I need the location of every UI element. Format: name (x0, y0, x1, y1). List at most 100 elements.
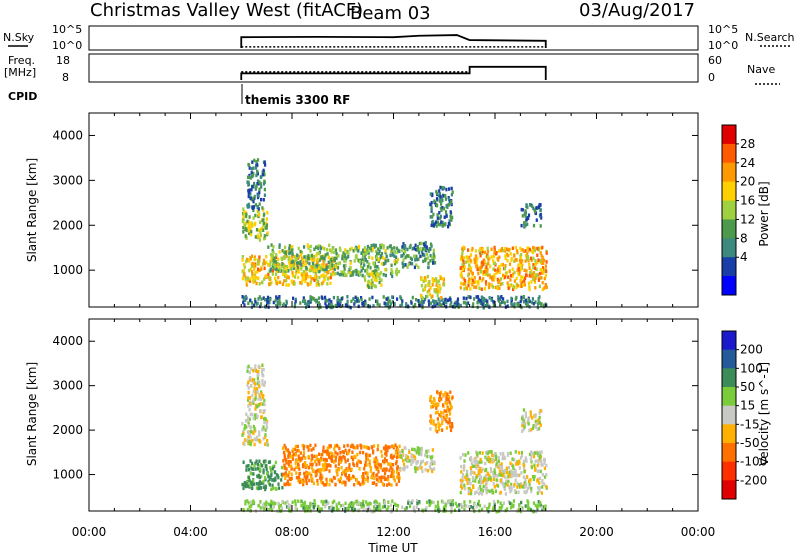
power-echo-cell (396, 260, 399, 264)
velocity-echo-cell (384, 445, 387, 449)
power-echo-cell (450, 186, 453, 191)
power-echo-cell (363, 252, 366, 257)
power-echo-cell (333, 258, 336, 262)
power-echo-cell (374, 243, 377, 248)
velocity-plot-frame (88, 318, 699, 512)
velocity-echo-cell (472, 502, 475, 507)
velocity-echo-cell (532, 501, 535, 505)
power-echo-cell (250, 229, 253, 234)
power-echo-cell (376, 302, 379, 306)
power-echo-cell (500, 263, 503, 267)
velocity-echo-cell (328, 444, 331, 448)
velocity-echo-cell (529, 457, 532, 462)
velocity-echo-cell (526, 475, 529, 479)
power-echo-cell (498, 270, 501, 275)
velocity-echo-cell (429, 461, 432, 466)
power-echo-cell (535, 218, 538, 222)
velocity-echo-cell (261, 379, 264, 383)
power-echo-cell (305, 267, 308, 271)
power-echo-cell (537, 297, 540, 301)
station-title: Christmas Valley West (fitACF) (90, 0, 363, 21)
velocity-echo-cell (358, 501, 361, 505)
velocity-echo-cell (320, 499, 323, 504)
velocity-echo-cell (366, 473, 369, 477)
velocity-echo-cell (295, 465, 298, 470)
power-echo-cell (290, 260, 293, 264)
velocity-echo-cell (539, 423, 542, 427)
velocity-echo-cell (261, 464, 264, 468)
velocity-echo-cell (369, 469, 372, 473)
velocity-echo-cell (243, 427, 246, 431)
velocity-echo-cell (429, 398, 432, 402)
velocity-echo-cell (286, 500, 289, 504)
power-echo-cell (541, 280, 544, 285)
power-echo-cell (426, 290, 429, 294)
velocity-echo-cell (424, 508, 427, 512)
power-echo-cell (449, 200, 452, 204)
velocity-echo-cell (320, 507, 323, 511)
power-echo-cell (287, 275, 290, 280)
velocity-echo-cell (333, 447, 336, 451)
velocity-echo-cell (332, 475, 335, 480)
velocity-echo-cell (502, 451, 505, 456)
power-echo-cell (278, 299, 281, 304)
power-echo-cell (297, 261, 300, 265)
power-echo-cell (262, 296, 265, 300)
power-echo-cell (269, 297, 272, 302)
velocity-echo-cell (242, 460, 245, 464)
power-echo-cell (417, 257, 420, 262)
velocity-echo-cell (287, 482, 290, 487)
velocity-echo-cell (534, 468, 537, 472)
power-echo-cell (304, 276, 308, 281)
velocity-echo-cell (243, 481, 246, 485)
power-echo-cell (282, 272, 285, 277)
power-echo-cell (247, 175, 250, 179)
power-echo-cell (253, 158, 256, 163)
velocity-echo-cell (489, 457, 492, 462)
velocity-echo-cell (241, 482, 244, 487)
power-echo-cell (374, 249, 378, 254)
power-echo-cell (261, 218, 264, 223)
velocity-echo-cell (538, 420, 541, 425)
velocity-echo-cell (282, 459, 285, 463)
velocity-echo-cell (520, 482, 523, 486)
power-echo-cell (254, 297, 257, 302)
power-echo-cell (246, 278, 249, 282)
velocity-echo-cell (416, 447, 419, 451)
velocity-echo-cell (477, 486, 480, 491)
velocity-echo-cell (485, 475, 488, 480)
power-echo-cell (252, 199, 255, 204)
power-echo-cell (251, 185, 254, 189)
velocity-echo-cell (325, 480, 328, 485)
power-echo-cell (494, 268, 497, 272)
power-echo-cell (416, 245, 419, 249)
power-echo-cell (405, 302, 408, 306)
velocity-echo-cell (366, 479, 369, 483)
velocity-echo-cell (491, 488, 494, 493)
power-echo-cell (520, 297, 523, 302)
power-echo-cell (486, 255, 489, 259)
velocity-echo-cell (411, 499, 414, 503)
velocity-echo-cell (430, 456, 433, 460)
velocity-echo-cell (426, 454, 429, 459)
power-echo-cell (528, 274, 531, 278)
power-echo-cell (265, 221, 268, 225)
velocity-echo-cell (325, 463, 328, 467)
velocity-echo-cell (395, 508, 398, 512)
power-echo-cell (283, 274, 287, 278)
velocity-echo-cell (475, 450, 478, 454)
velocity-echo-cell (535, 422, 538, 426)
power-echo-cell (243, 263, 246, 267)
velocity-echo-cell (408, 504, 412, 508)
power-echo-cell (246, 276, 249, 280)
power-echo-cell (473, 297, 476, 301)
velocity-echo-cell (357, 459, 360, 463)
velocity-colorbar-segment (722, 461, 736, 481)
power-echo-cell (481, 251, 484, 255)
velocity-echo-cell (323, 465, 326, 469)
velocity-echo-cell (524, 477, 527, 482)
velocity-echo-cell (321, 453, 324, 457)
power-echo-cell (247, 163, 251, 167)
power-echo-cell (308, 261, 311, 266)
power-echo-cell (336, 295, 339, 300)
